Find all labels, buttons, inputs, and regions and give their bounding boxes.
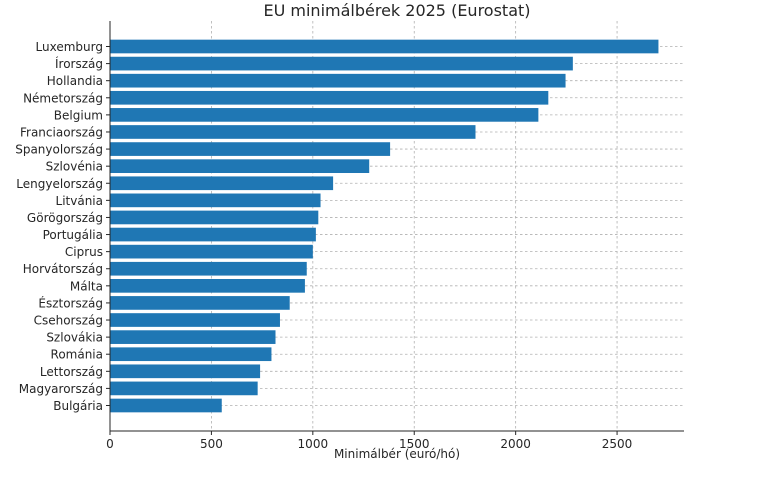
category-label: Litvánia <box>56 194 103 208</box>
bar <box>110 330 276 344</box>
category-labels: Luxemburg Írország Hollandia Németország Bel… <box>15 40 103 413</box>
bar <box>110 56 573 71</box>
bar <box>110 176 334 191</box>
bar <box>110 244 313 259</box>
category-label: Belgium <box>54 108 103 122</box>
bar <box>110 73 566 88</box>
category-label: Észtország <box>38 295 103 310</box>
chart-title: EU minimálbérek 2025 (Eurostat) <box>263 1 530 20</box>
category-label: Szlovákia <box>46 331 103 345</box>
category-label: Görögország <box>27 211 103 225</box>
category-label: Franciaország <box>20 125 103 139</box>
category-label: Hollandia <box>47 74 103 88</box>
category-label: Horvátország <box>23 262 103 276</box>
bar <box>110 381 258 396</box>
bar <box>110 90 549 105</box>
x-tick-labels: 0 500 1000 1500 2000 2500 <box>106 437 632 451</box>
bar <box>110 347 272 362</box>
x-tick-label: 1000 <box>298 437 329 451</box>
category-label: Írország <box>55 56 103 71</box>
x-tick-label: 1500 <box>399 437 430 451</box>
category-label: Csehország <box>34 314 103 328</box>
x-tick-label: 500 <box>200 437 223 451</box>
bar <box>110 278 305 293</box>
bar <box>110 108 539 122</box>
bar <box>110 398 222 413</box>
x-tick-label: 2500 <box>602 437 633 451</box>
category-label: Bulgária <box>53 399 103 413</box>
category-label: Lengyelország <box>16 177 103 191</box>
x-axis-label: Minimálbér (euró/hó) <box>334 447 460 461</box>
bar <box>110 261 307 276</box>
bar <box>110 364 261 379</box>
x-tick-label: 0 <box>106 437 114 451</box>
category-label: Románia <box>51 348 103 362</box>
category-label: Magyarország <box>19 382 103 396</box>
bars <box>110 39 659 413</box>
bar <box>110 210 319 225</box>
bar <box>110 159 370 174</box>
bar <box>110 313 280 327</box>
category-label: Málta <box>70 279 103 293</box>
x-tick-label: 2000 <box>500 437 531 451</box>
bar <box>110 125 476 139</box>
bar <box>110 193 321 208</box>
category-label: Németország <box>23 91 103 105</box>
category-label: Ciprus <box>65 245 103 259</box>
category-label: Lettország <box>40 365 103 379</box>
bar <box>110 296 290 310</box>
bar <box>110 39 659 54</box>
category-label: Spanyolország <box>15 143 103 157</box>
category-label: Szlovénia <box>46 160 103 174</box>
category-label: Luxemburg <box>36 40 103 54</box>
bar <box>110 142 391 156</box>
category-label: Portugália <box>43 228 103 242</box>
bar <box>110 227 316 242</box>
axes <box>106 21 684 435</box>
